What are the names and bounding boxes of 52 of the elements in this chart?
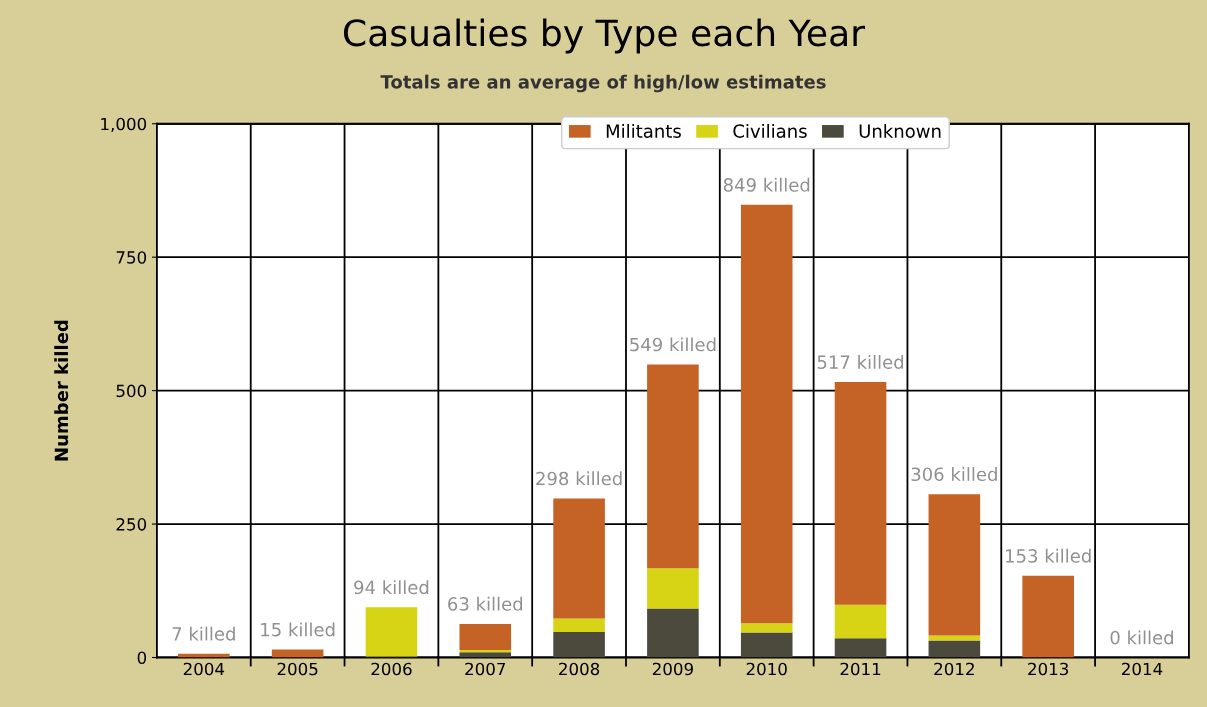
- y-tick-label: 0: [137, 651, 147, 665]
- x-tick-label: 2011: [840, 662, 881, 676]
- bar: [553, 618, 605, 632]
- x-tick-label: 2004: [183, 662, 225, 676]
- x-tick-label: 2010: [746, 662, 787, 676]
- total-label: 7 killed: [172, 626, 235, 641]
- total-label: 15 killed: [261, 622, 335, 637]
- bar: [647, 568, 699, 609]
- bar: [647, 608, 699, 658]
- bar: [553, 631, 605, 658]
- bar: [834, 382, 887, 605]
- x-tick-label: 2013: [1028, 662, 1069, 676]
- bar: [553, 498, 605, 619]
- y-tick-label: 750: [116, 251, 147, 264]
- x-tick-label: 2007: [465, 662, 506, 676]
- bar: [834, 638, 887, 658]
- y-tick-label: 250: [116, 518, 147, 531]
- legend-label: Civilians: [733, 123, 807, 138]
- bar: [365, 607, 418, 657]
- chart-title: Casualties by Type each Year: [343, 18, 866, 54]
- total-label: 549 killed: [630, 337, 716, 352]
- total-label: 0 killed: [1110, 630, 1173, 645]
- total-label: 517 killed: [817, 354, 904, 369]
- x-tick-label: 2014: [1122, 662, 1163, 676]
- bar: [928, 494, 981, 636]
- y-tick-label: 1,000: [101, 117, 147, 132]
- y-axis-title: Number killed: [54, 320, 69, 461]
- x-tick-label: 2009: [652, 662, 693, 676]
- bar: [740, 204, 793, 624]
- x-tick-label: 2005: [277, 662, 318, 676]
- bar: [834, 604, 887, 639]
- bar: [740, 623, 793, 633]
- bar: [647, 364, 699, 569]
- y-tick-label: 500: [116, 384, 147, 398]
- x-tick-label: 2008: [559, 662, 600, 676]
- total-label: 153 killed: [1006, 548, 1091, 563]
- chart-subtitle: Totals are an average of high/low estimates: [380, 74, 826, 93]
- x-tick-label: 2012: [934, 662, 974, 676]
- legend-label: Unknown: [859, 123, 941, 138]
- total-label: 298 killed: [536, 471, 622, 486]
- bar: [459, 652, 512, 658]
- x-tick-label: 2006: [371, 662, 412, 676]
- legend-label: Militants: [606, 123, 681, 138]
- bar: [928, 640, 981, 658]
- bar: [459, 623, 512, 651]
- total-label: 94 killed: [354, 580, 429, 595]
- total-label: 849 killed: [723, 177, 810, 192]
- total-label: 306 killed: [911, 467, 997, 482]
- bar: [1022, 575, 1074, 658]
- bar: [740, 632, 793, 658]
- bar: [459, 650, 512, 653]
- total-label: 63 killed: [448, 596, 523, 611]
